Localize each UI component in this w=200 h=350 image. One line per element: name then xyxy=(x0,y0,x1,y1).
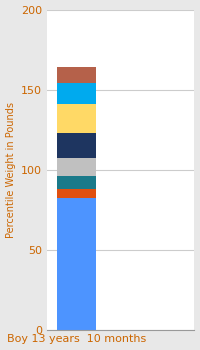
Bar xyxy=(57,83,96,104)
Bar xyxy=(57,104,96,133)
Bar xyxy=(57,176,96,189)
Bar xyxy=(57,158,96,176)
Y-axis label: Percentile Weight in Pounds: Percentile Weight in Pounds xyxy=(6,102,16,238)
Bar xyxy=(57,133,96,158)
Bar xyxy=(57,67,96,83)
Bar xyxy=(57,189,96,198)
Bar xyxy=(57,198,96,330)
